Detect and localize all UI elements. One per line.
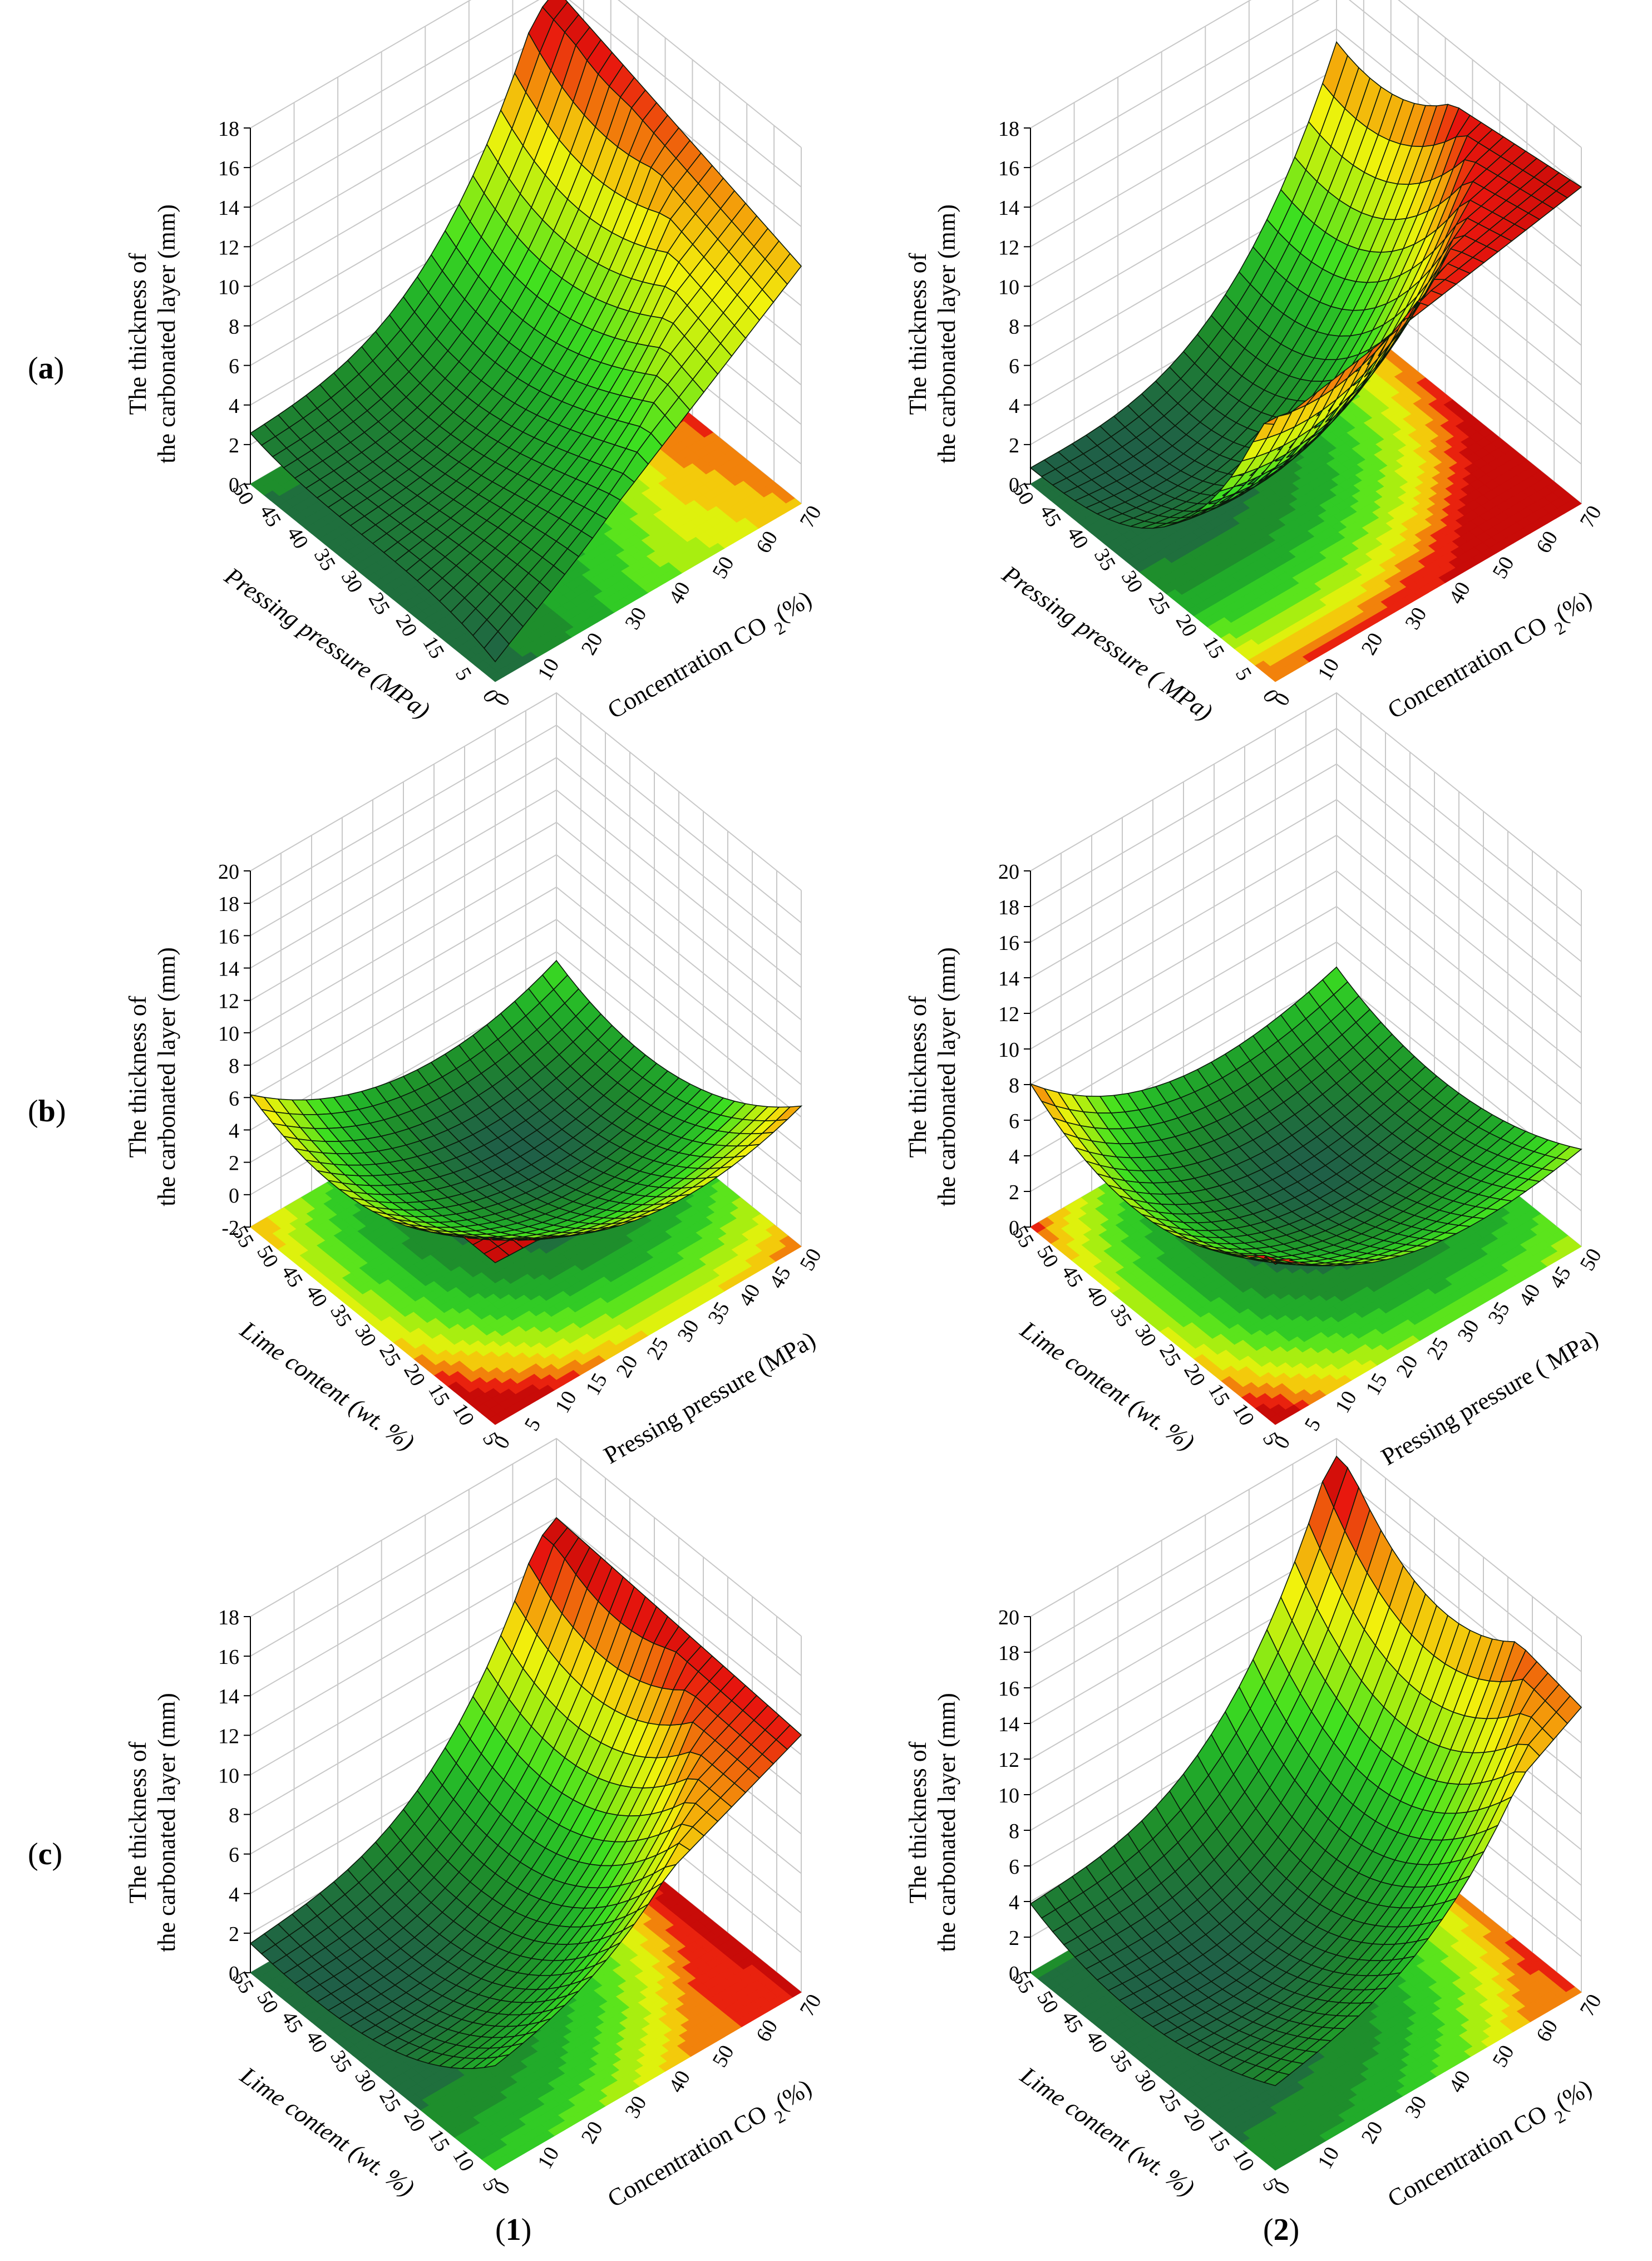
z-tick-label: 6 (229, 355, 239, 378)
z-tick-label: 8 (1009, 316, 1019, 339)
z-axis-title-line-2: the carbonated layer (mm) (933, 204, 960, 463)
chart-panel-a1: 0246810121416180102030405060700515202530… (124, 0, 826, 724)
z-axis-title-line-1: The thickness of (124, 253, 151, 415)
z-tick-label: 16 (218, 157, 239, 180)
z-tick-label: 2 (229, 434, 239, 457)
z-axis-title-line-2: the carbonated layer (mm) (153, 204, 180, 463)
z-tick-label: 12 (998, 236, 1019, 259)
z-axis-title-line-1: The thickness of (904, 253, 931, 415)
z-tick-label: 16 (998, 157, 1019, 180)
z-tick-label: 14 (998, 196, 1019, 220)
z-tick-label: 10 (998, 275, 1019, 299)
z-tick-label: 4 (1009, 395, 1019, 418)
z-tick-label: 4 (229, 395, 239, 418)
z-tick-label: 6 (1009, 355, 1019, 378)
z-tick-label: 2 (1009, 434, 1019, 457)
z-tick-label: 8 (229, 316, 239, 339)
z-tick-label: 10 (218, 275, 239, 299)
z-tick-label: 12 (218, 236, 239, 259)
z-tick-label: 14 (218, 196, 239, 220)
z-tick-label: 18 (998, 117, 1019, 141)
z-tick-label: 18 (218, 117, 239, 141)
